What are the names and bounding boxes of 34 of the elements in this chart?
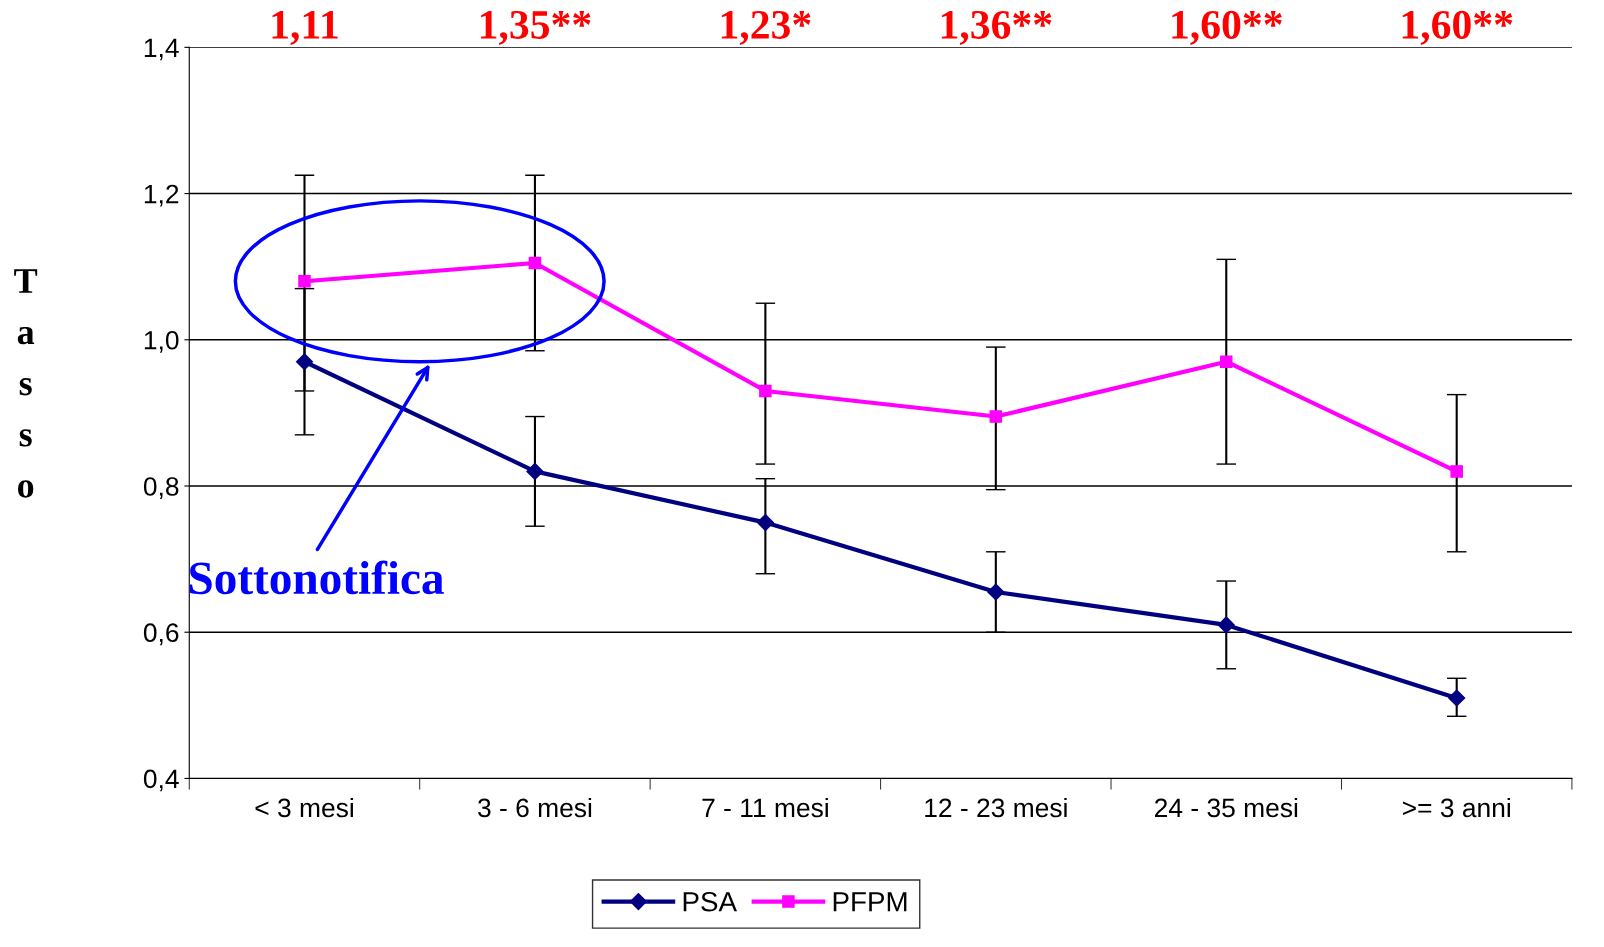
y-tick-label: 0,6 <box>143 623 179 646</box>
legend-label: PFPM <box>833 892 907 912</box>
x-tick-label: < 3 mesi <box>255 797 353 818</box>
legend-label: PSA <box>683 891 737 912</box>
x-tick-label: 12 - 23 mesi <box>925 797 1067 818</box>
text: 1,23* <box>721 10 811 45</box>
text: 1,35** <box>480 10 591 45</box>
annotation: Sottonotifica <box>190 560 444 595</box>
point <box>756 514 774 532</box>
text: 1,36** <box>941 10 1052 45</box>
point <box>989 410 1003 423</box>
point <box>526 462 544 480</box>
text: 1,60** <box>1172 10 1282 45</box>
x-tick-label: >= 3 anni <box>1402 797 1510 818</box>
point <box>1448 689 1466 707</box>
point <box>759 384 772 398</box>
point <box>298 275 311 288</box>
y-tick-label: 1,0 <box>144 330 179 353</box>
x-tick-label: 7 - 11 mesi <box>702 797 828 818</box>
point <box>987 583 1005 601</box>
x-tick-label: 3 - 6 mesi <box>478 797 592 818</box>
text: 1,60** <box>1402 10 1513 45</box>
y-tick-label: 0,4 <box>143 769 179 792</box>
x-tick-label: 24 - 35 mesi <box>1154 797 1298 818</box>
point <box>1217 616 1235 634</box>
y-axis-title: Tasso <box>14 269 38 498</box>
point <box>528 256 542 270</box>
point <box>295 353 314 371</box>
y-tick-label: 1,4 <box>144 38 179 61</box>
y-tick-label: 1,2 <box>144 184 179 207</box>
point <box>1450 465 1463 478</box>
text: 1,11 <box>272 10 338 45</box>
y-tick-label: 0,8 <box>143 477 179 499</box>
point <box>1220 355 1233 368</box>
